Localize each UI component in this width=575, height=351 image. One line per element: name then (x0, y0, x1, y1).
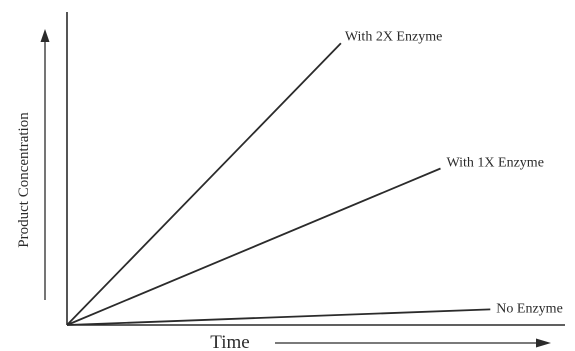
series-line-with-1x-enzyme (66, 167, 441, 326)
series-line-no-enzyme (66, 308, 491, 326)
x-axis-title: Time (210, 332, 249, 351)
x-direction-arrowhead-icon (536, 338, 551, 348)
series-label-no-enzyme: No Enzyme (496, 301, 562, 316)
series-line-with-2x-enzyme (66, 42, 342, 326)
y-axis-title: Product Concentration (16, 112, 32, 248)
series-label-with-2x-enzyme: With 2X Enzyme (345, 29, 442, 44)
y-direction-arrowhead-icon (40, 29, 50, 42)
series-label-with-1x-enzyme: With 1X Enzyme (447, 156, 544, 171)
series-layer: With 2X Enzyme With 1X Enzyme No Enzyme (66, 29, 563, 326)
